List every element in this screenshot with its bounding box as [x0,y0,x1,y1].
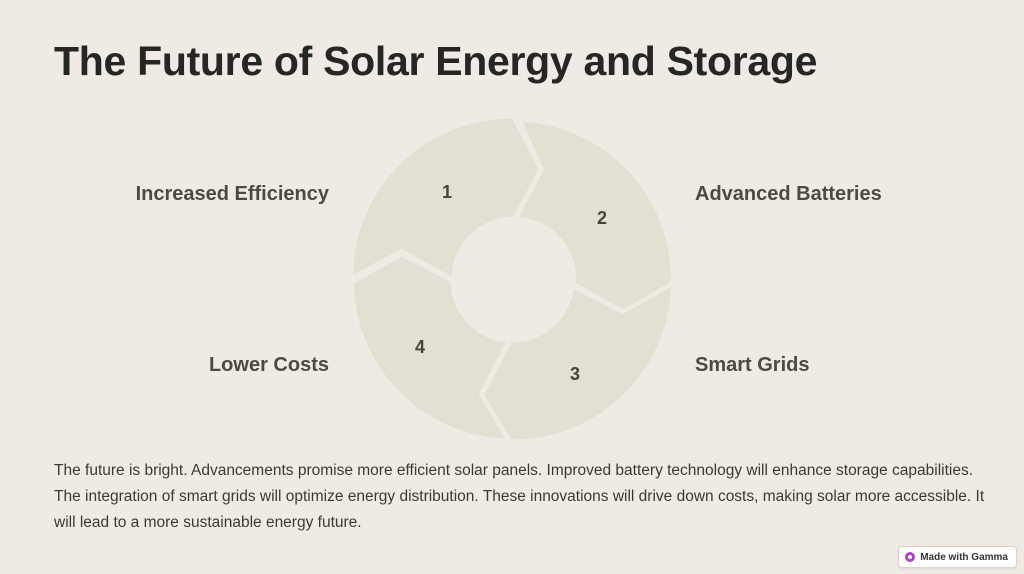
step-number-3: 3 [570,364,580,384]
made-with-gamma-badge[interactable]: Made with Gamma [898,546,1017,568]
step-number-4: 4 [415,337,425,357]
slide-body-text: The future is bright. Advancements promi… [54,462,985,531]
slide-title: The Future of Solar Energy and Storage [54,38,818,84]
step-label-smart-grids: Smart Grids [695,354,810,376]
cycle-segment-4 [353,256,506,439]
step-number-2: 2 [597,208,607,228]
badge-label: Made with Gamma [920,551,1008,563]
step-number-1: 1 [442,182,452,202]
step-label-advanced-batteries: Advanced Batteries [695,183,882,205]
cycle-segment-3 [484,287,671,440]
step-label-lower-costs: Lower Costs [208,354,329,376]
gamma-logo-icon [905,552,916,562]
cycle-segment-2 [518,121,672,310]
cycle-diagram: 1 2 3 4 [353,118,672,440]
step-label-increased-efficiency: Increased Efficiency [135,183,329,205]
cycle-segment-1 [353,118,539,277]
